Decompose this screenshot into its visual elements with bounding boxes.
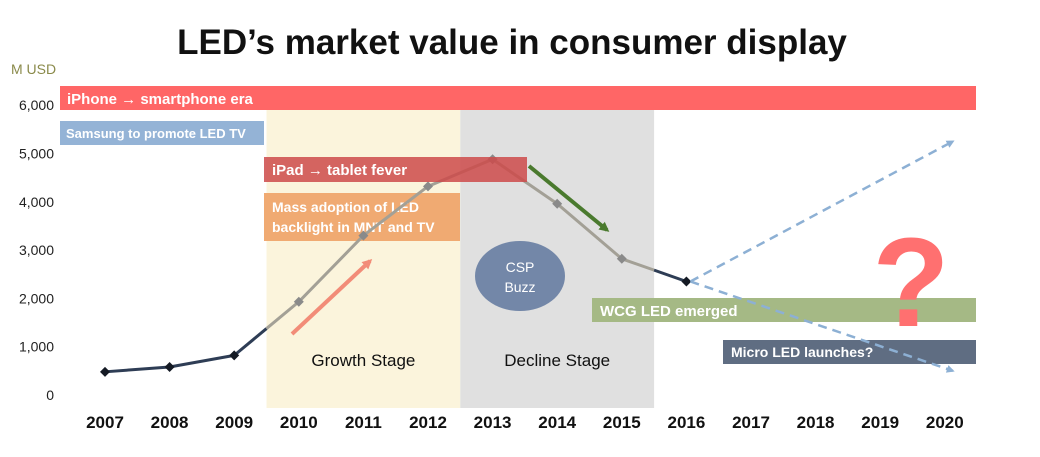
micro-led-label: Micro LED launches?: [731, 344, 873, 360]
data-point-marker: [681, 276, 692, 287]
x-tick-label: 2013: [474, 413, 512, 432]
x-tick-label: 2014: [538, 413, 576, 432]
y-tick-label: 5,000: [19, 146, 54, 162]
y-tick-label: 4,000: [19, 194, 54, 210]
series-line-segment: [297, 234, 365, 303]
ipad-tablet-bar: [264, 157, 527, 182]
projection-arrows: [689, 140, 955, 373]
x-tick-label: 2009: [215, 413, 253, 432]
series-line-segment: [653, 268, 687, 283]
x-tick-label: 2016: [667, 413, 705, 432]
csp-label: CSP: [506, 259, 535, 275]
projection-arrow: [689, 280, 955, 373]
x-tick-label: 2015: [603, 413, 641, 432]
data-point-marker: [616, 253, 627, 264]
y-tick-label: 6,000: [19, 97, 54, 113]
buzz-label: Buzz: [504, 279, 535, 295]
wcg-led-bar: [592, 298, 976, 322]
data-point-marker: [100, 366, 110, 377]
y-axis-unit: M USD: [11, 61, 56, 77]
chart-title: LED’s market value in consumer display: [177, 23, 847, 62]
samsung-led-tv-bar: [60, 121, 264, 145]
decline-stage-label: Decline Stage: [504, 351, 610, 370]
x-tick-label: 2018: [797, 413, 835, 432]
micro-led-bar: [723, 340, 976, 364]
question-mark: ?: [873, 212, 950, 353]
x-tick-label: 2017: [732, 413, 770, 432]
x-tick-label: 2012: [409, 413, 447, 432]
data-point-marker: [164, 361, 175, 372]
data-point-marker: [358, 230, 369, 241]
csp-buzz-bubble: [475, 241, 565, 311]
x-tick-label: 2020: [926, 413, 964, 432]
y-tick-label: 2,000: [19, 290, 54, 306]
wcg-led-label: WCG LED emerged: [600, 303, 738, 320]
x-tick-label: 2008: [151, 413, 189, 432]
y-tick-label: 1,000: [19, 339, 54, 355]
series-line-segment: [556, 202, 623, 260]
y-tick-labels: 0 1,000 2,000 3,000 4,000 5,000 6,000: [19, 97, 54, 403]
iphone-era-bar: [60, 86, 976, 110]
decline-arrow: [527, 164, 610, 232]
mass-adoption-label-line1: Mass adoption of LED: [272, 199, 419, 215]
series-line-segment: [362, 185, 429, 237]
x-tick-label: 2007: [86, 413, 124, 432]
iphone-era-label: iPhone → smartphone era: [67, 91, 254, 108]
mass-adoption-label-line2: backlight in MNT and TV: [272, 219, 435, 235]
y-tick-label: 0: [46, 387, 54, 403]
projection-arrow: [689, 140, 955, 283]
ipad-tablet-label: iPad → tablet fever: [272, 162, 407, 179]
series-line-segment: [169, 353, 235, 369]
data-point-marker: [423, 181, 433, 192]
growth-stage-band: [266, 88, 461, 408]
series-line-segment: [104, 365, 170, 374]
growth-stage-label: Growth Stage: [311, 351, 415, 370]
series-line-segment: [265, 300, 300, 330]
x-tick-label: 2019: [861, 413, 899, 432]
x-tick-labels: 2007 2008 2009 2010 2011 2012 2013 2014 2015 2016…: [86, 413, 964, 432]
x-tick-label: 2010: [280, 413, 318, 432]
data-point-marker: [229, 350, 240, 361]
series-line-segment: [233, 327, 268, 357]
decline-stage-band: [460, 88, 655, 408]
y-tick-label: 3,000: [19, 242, 54, 258]
samsung-led-tv-label: Samsung to promote LED TV: [66, 126, 246, 141]
growth-arrow: [290, 258, 373, 336]
x-tick-label: 2011: [345, 413, 382, 432]
series-line-segment: [621, 257, 655, 272]
data-point-marker: [552, 198, 563, 209]
data-point-marker: [293, 296, 304, 307]
